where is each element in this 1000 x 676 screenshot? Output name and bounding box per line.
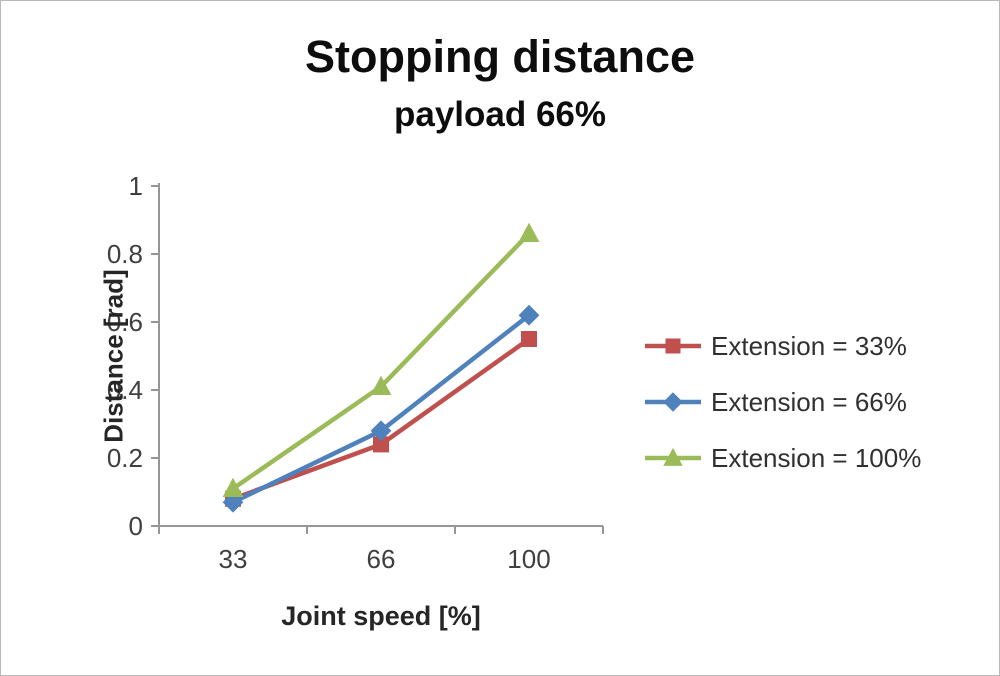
y-tick-label: 0.8 [107, 239, 143, 269]
x-axis-title: Joint speed [%] [281, 601, 481, 631]
data-point-marker [518, 304, 540, 326]
data-point-marker [373, 436, 389, 453]
legend-swatch [645, 338, 701, 354]
data-point-marker [370, 375, 392, 396]
y-tick-label: 0.4 [107, 375, 143, 405]
legend-marker [663, 392, 683, 412]
y-tick-label: 1 [129, 171, 143, 201]
series-line [230, 336, 532, 502]
y-tick-label: 0 [129, 511, 143, 541]
data-point-marker [518, 222, 540, 243]
legend-item: Extension = 100% [643, 443, 921, 473]
legend-marker [665, 338, 681, 354]
chart-subtitle: payload 66% [393, 95, 607, 134]
chart-title: Stopping distance [304, 31, 695, 82]
data-point-marker [222, 477, 244, 498]
legend-item: Extension = 33% [643, 331, 921, 361]
legend-swatch [645, 392, 701, 412]
y-axis-title: Distance [rad] [98, 269, 129, 443]
legend: Extension = 33% Extension = 66% Extension … [643, 331, 921, 499]
data-point-marker [521, 331, 537, 347]
y-tick-label: 0.2 [107, 443, 143, 473]
legend-marker [663, 447, 683, 466]
data-point-marker [370, 420, 392, 442]
series-line [230, 312, 532, 505]
legend-label: Extension = 100% [711, 442, 922, 473]
x-tick-label: 100 [507, 544, 550, 574]
x-tick-label: 33 [219, 544, 248, 574]
legend-label: Extension = 66% [711, 386, 907, 417]
y-tick-label: 0.6 [107, 307, 143, 337]
legend-swatch [645, 447, 701, 466]
x-tick-label: 66 [367, 544, 396, 574]
legend-label: Extension = 33% [711, 330, 907, 361]
legend-item: Extension = 66% [643, 387, 921, 417]
